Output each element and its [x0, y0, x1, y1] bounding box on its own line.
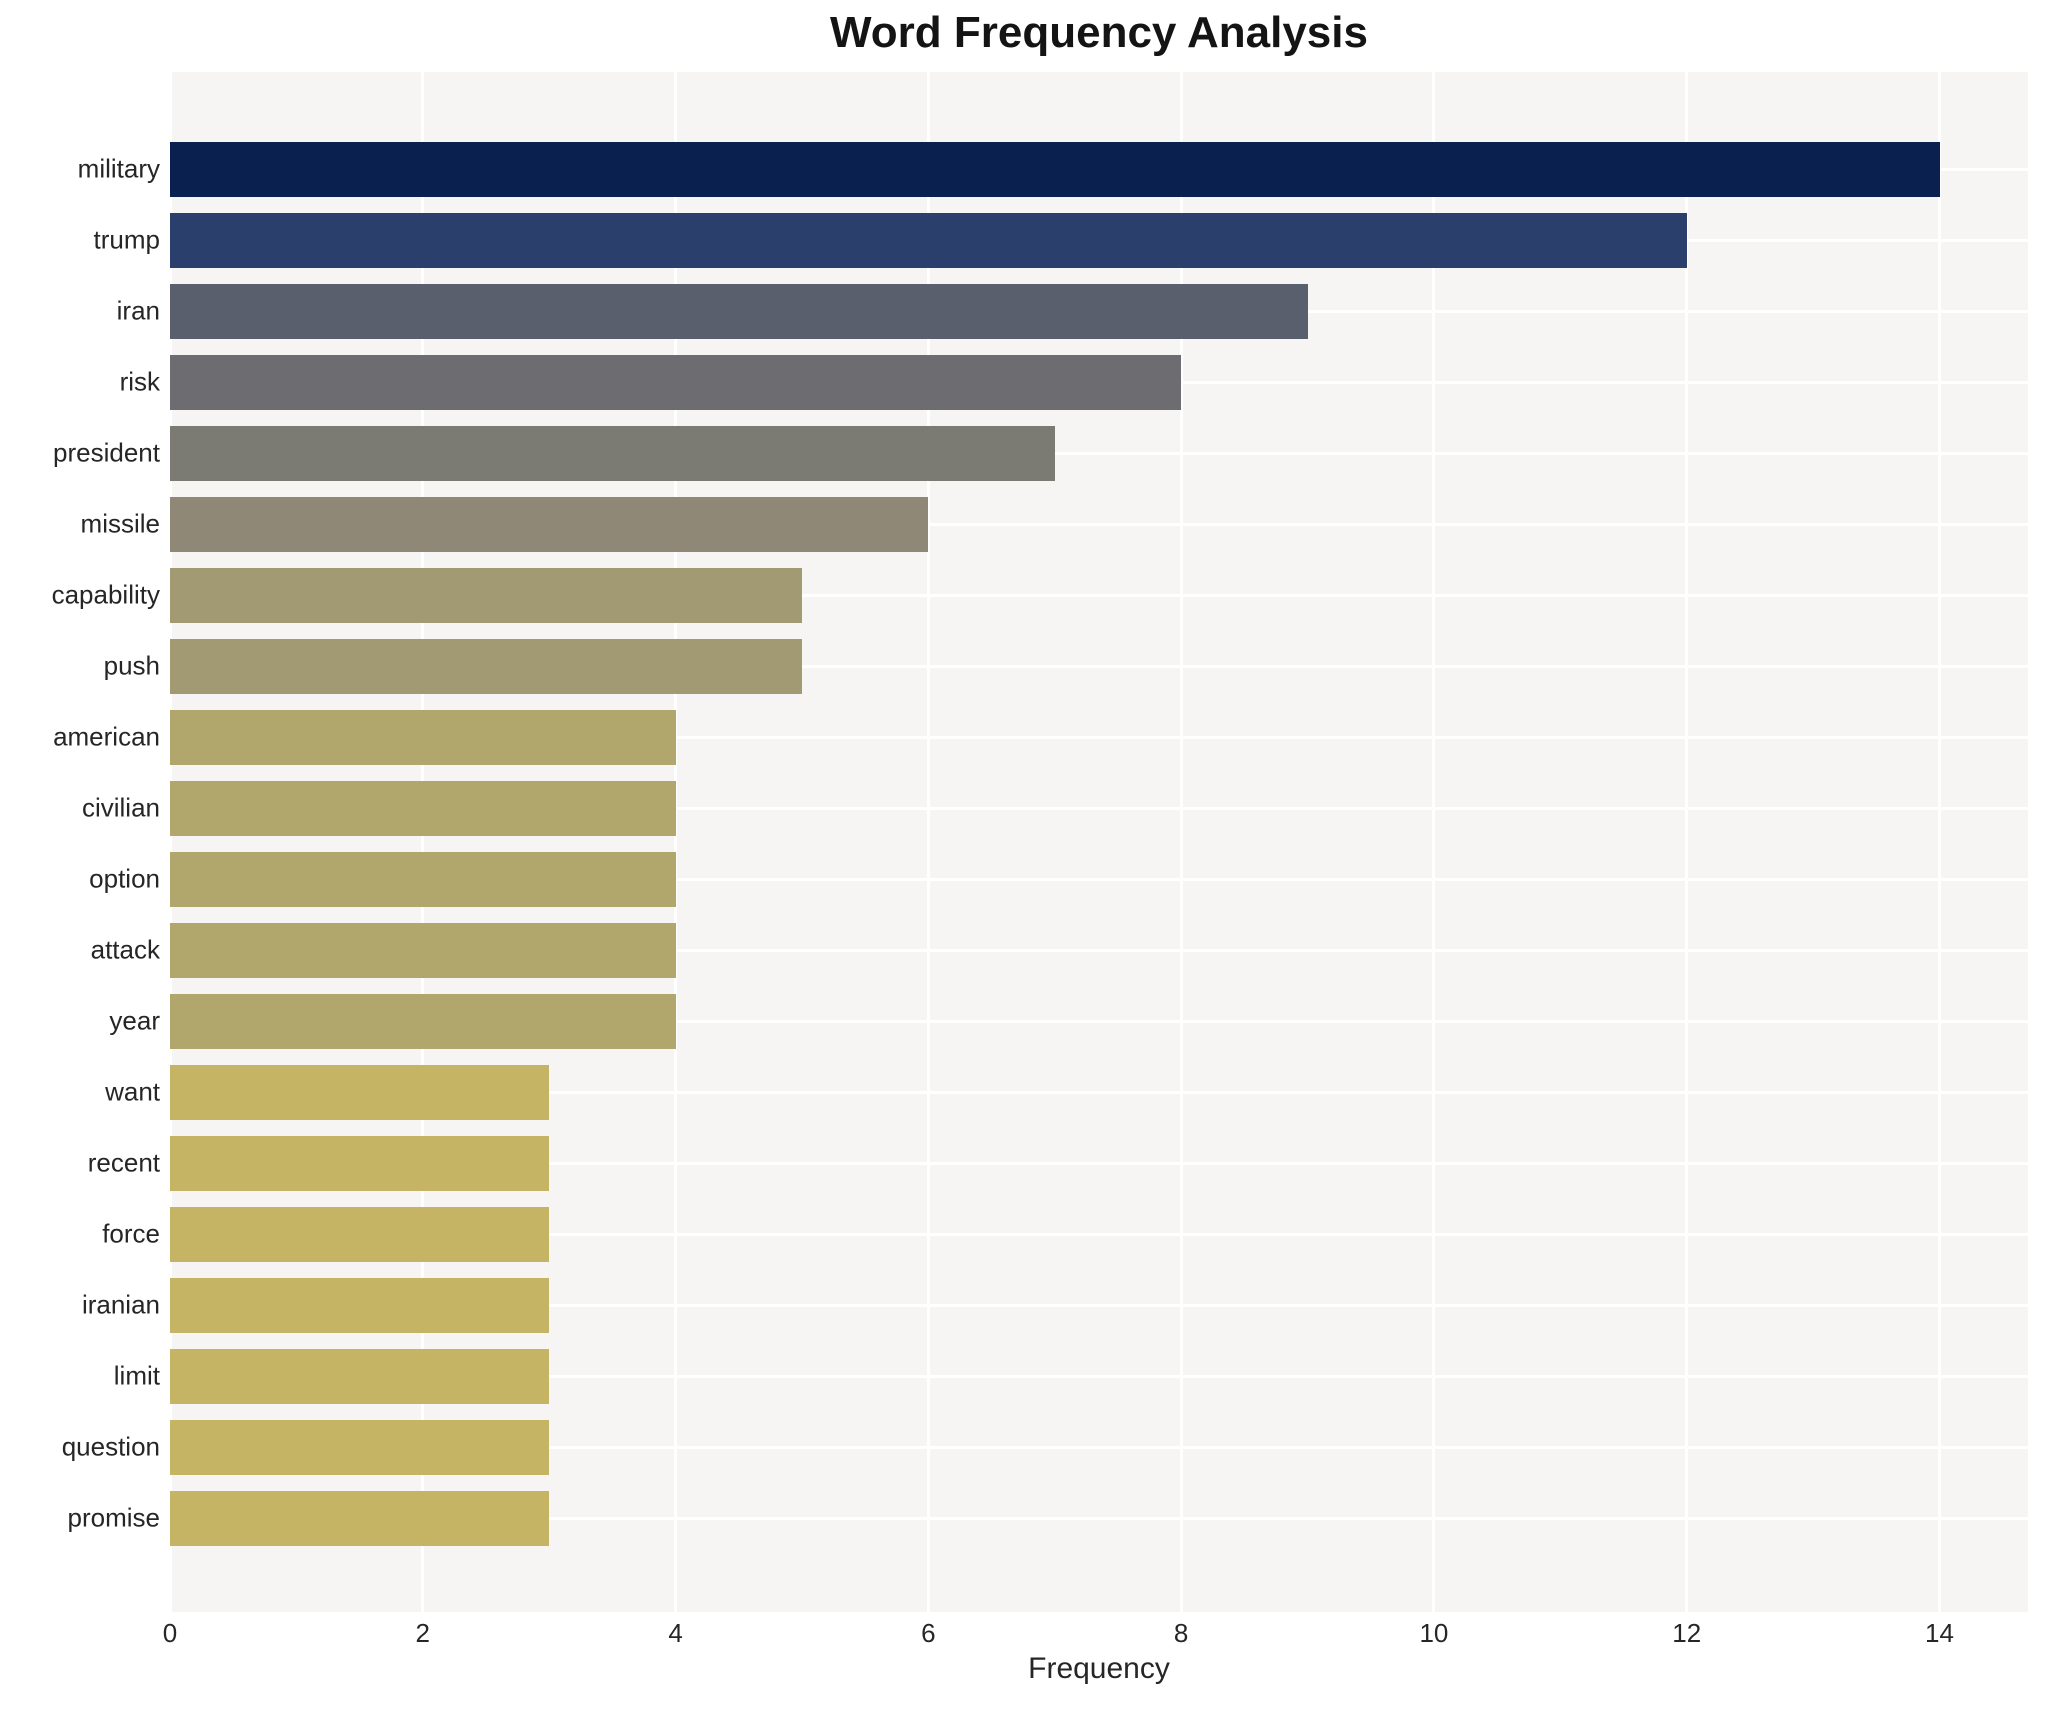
gridline-y-recent — [170, 1161, 2028, 1165]
xtick-0: 0 — [162, 1618, 178, 1648]
bar-missile — [170, 496, 929, 552]
ytick-recent: recent — [87, 1147, 160, 1178]
gridline-y-year — [170, 1019, 2028, 1023]
gridline-x-12 — [1685, 72, 1689, 1612]
ytick-risk: risk — [119, 366, 160, 397]
gridline-y-iranian — [170, 1303, 2028, 1307]
bar-force — [170, 1206, 550, 1262]
gridline-x-0 — [168, 72, 172, 1612]
ytick-year: year — [109, 1005, 160, 1036]
gridline-x-14 — [1938, 72, 1942, 1612]
gridline-y-president — [170, 451, 2028, 455]
bar-limit — [170, 1348, 550, 1404]
gridline-y-capability — [170, 593, 2028, 597]
ytick-iran: iran — [116, 295, 160, 326]
x-axis-label: Frequency — [1028, 1652, 1170, 1685]
gridline-y-limit — [170, 1374, 2028, 1378]
gridline-x-6 — [926, 72, 930, 1612]
gridline-x-2 — [421, 72, 425, 1612]
gridline-y-force — [170, 1232, 2028, 1236]
bar-option — [170, 851, 676, 907]
gridline-x-10 — [1432, 72, 1436, 1612]
ytick-military: military — [77, 153, 160, 184]
gridline-y-attack — [170, 948, 2028, 952]
gridline-y-promise — [170, 1516, 2028, 1520]
gridline-y-missile — [170, 522, 2028, 526]
chart-title: Word Frequency Analysis — [830, 8, 1368, 57]
bar-want — [170, 1064, 550, 1120]
ytick-push: push — [103, 650, 160, 681]
ytick-american: american — [53, 721, 160, 752]
bar-president — [170, 425, 1055, 481]
gridline-y-want — [170, 1090, 2028, 1094]
ytick-trump: trump — [93, 224, 160, 255]
ytick-missile: missile — [80, 508, 160, 539]
gridline-y-option — [170, 877, 2028, 881]
xtick-12: 12 — [1672, 1618, 1702, 1648]
ytick-limit: limit — [113, 1360, 160, 1391]
ytick-force: force — [102, 1218, 160, 1249]
ytick-attack: attack — [90, 934, 160, 965]
bar-civilian — [170, 780, 676, 836]
ytick-promise: promise — [67, 1502, 160, 1533]
ytick-iranian: iranian — [81, 1289, 160, 1320]
xtick-8: 8 — [1173, 1618, 1189, 1648]
bar-promise — [170, 1490, 550, 1546]
ytick-question: question — [61, 1431, 160, 1462]
bar-american — [170, 709, 676, 765]
bar-question — [170, 1419, 550, 1475]
bar-iranian — [170, 1277, 550, 1333]
bar-push — [170, 638, 802, 694]
ytick-civilian: civilian — [81, 792, 160, 823]
bar-iran — [170, 283, 1308, 339]
bar-capability — [170, 567, 802, 623]
gridline-x-8 — [1179, 72, 1183, 1612]
gridline-y-american — [170, 735, 2028, 739]
ytick-president: president — [53, 437, 160, 468]
bar-trump — [170, 212, 1687, 268]
plot-area — [168, 72, 2028, 1612]
bar-year — [170, 993, 676, 1049]
bar-recent — [170, 1135, 550, 1191]
xtick-14: 14 — [1925, 1618, 1954, 1648]
gridline-y-question — [170, 1445, 2028, 1449]
xtick-6: 6 — [921, 1618, 936, 1648]
bar-attack — [170, 922, 676, 978]
ytick-want: want — [105, 1076, 160, 1107]
bar-military — [170, 141, 1940, 197]
gridline-x-4 — [674, 72, 678, 1612]
xtick-10: 10 — [1419, 1618, 1449, 1648]
bar-risk — [170, 354, 1182, 410]
xtick-4: 4 — [668, 1618, 683, 1648]
xtick-2: 2 — [415, 1618, 431, 1648]
gridline-y-push — [170, 664, 2028, 668]
ytick-capability: capability — [51, 579, 160, 610]
gridline-y-civilian — [170, 806, 2028, 810]
ytick-option: option — [89, 863, 160, 894]
